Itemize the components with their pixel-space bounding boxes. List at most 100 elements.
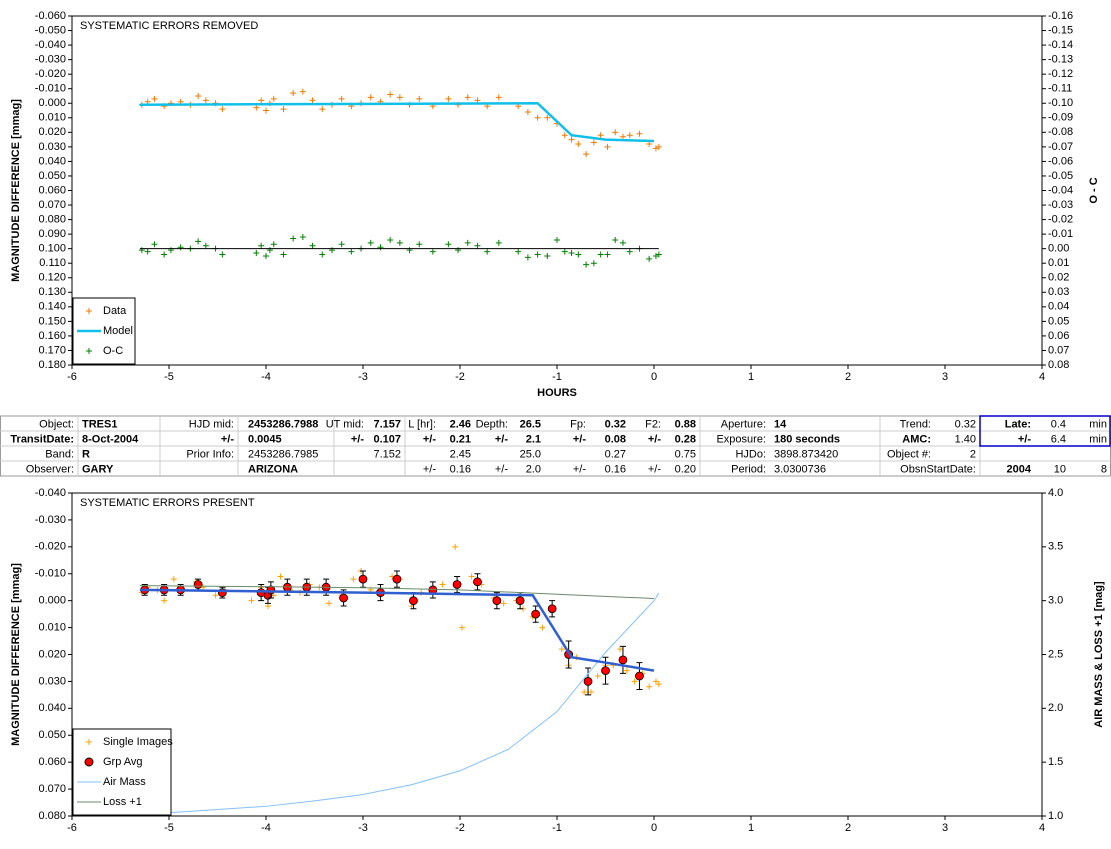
data-point <box>458 624 465 631</box>
table-cell: 0.88 <box>675 418 696 430</box>
data-point <box>387 236 394 243</box>
data-point <box>619 239 626 246</box>
y2-tick-label: 1.0 <box>1048 810 1063 822</box>
table-cell: 0.27 <box>605 448 626 460</box>
y-tick-label: 0.000 <box>38 97 66 109</box>
data-point <box>219 106 226 113</box>
y2-tick-label: 2.0 <box>1048 702 1063 714</box>
table-cell: +/- <box>423 463 436 475</box>
y-tick-label: 0.070 <box>38 199 66 211</box>
legend-label: Loss +1 <box>103 796 142 808</box>
data-point <box>594 673 601 680</box>
legend-label: Model <box>103 325 133 337</box>
table-cell: 0.21 <box>450 433 471 445</box>
data-point <box>635 671 644 681</box>
y-tick-label: -0.010 <box>35 83 66 95</box>
table-cell: Trend: <box>900 418 931 430</box>
data-point <box>652 678 659 685</box>
data-point <box>452 580 462 589</box>
data-point <box>195 92 202 99</box>
data-point <box>619 133 626 140</box>
y2-tick-label: -0.05 <box>1048 170 1073 182</box>
data-point <box>455 247 462 254</box>
data-point <box>484 248 491 255</box>
data-point <box>473 577 482 587</box>
y2-tick-label: -0.03 <box>1048 199 1073 211</box>
y-tick-label: 0.070 <box>38 783 66 795</box>
x-tick-label: -5 <box>164 371 174 383</box>
y-tick-label: -0.020 <box>35 541 66 553</box>
y-tick-label: 0.010 <box>38 112 66 124</box>
data-point <box>309 242 316 249</box>
data-point <box>266 247 273 254</box>
y-tick-label: -0.050 <box>35 24 66 36</box>
data-point <box>655 681 662 688</box>
y2-tick-label: 0.06 <box>1048 330 1069 342</box>
data-point <box>161 251 168 258</box>
table-cell: 0.16 <box>605 463 626 475</box>
y-tick-label: -0.030 <box>35 514 66 526</box>
y2-tick-label: -0.07 <box>1048 141 1073 153</box>
y2-tick-label: -0.14 <box>1048 39 1073 51</box>
y2-tick-label: 2.5 <box>1048 648 1063 660</box>
data-point <box>547 604 557 614</box>
y2-tick-label: 4.0 <box>1048 487 1063 499</box>
data-point <box>531 609 541 619</box>
legend-marker <box>84 757 94 767</box>
table-cell: 2004 <box>1007 463 1032 475</box>
x-tick-label: -1 <box>552 822 562 834</box>
data-point <box>524 108 531 115</box>
table-cell: UT mid: <box>326 418 364 430</box>
legend-label: O-C <box>103 345 123 357</box>
data-point <box>396 94 403 101</box>
y-tick-label: 0.140 <box>38 301 66 313</box>
y2-tick-label: 0.00 <box>1048 243 1069 255</box>
data-point <box>309 97 316 104</box>
data-point <box>495 239 502 246</box>
x-tick-label: 4 <box>1039 822 1045 834</box>
series-line <box>139 585 655 600</box>
data-point <box>618 655 628 665</box>
x-tick-label: 0 <box>651 371 657 383</box>
y2-tick-label: 0.03 <box>1048 286 1069 298</box>
table-cell: min <box>1089 433 1107 445</box>
x-tick-label: -4 <box>261 822 271 834</box>
y2-tick-label: -0.16 <box>1048 10 1073 22</box>
data-point <box>277 573 284 580</box>
data-point <box>568 136 575 143</box>
table-cell: Prior Info: <box>186 448 234 460</box>
y2-tick-label: 3.5 <box>1048 541 1063 553</box>
table-cell: AMC: <box>902 433 931 445</box>
table-cell: +/- <box>495 433 508 445</box>
data-point <box>212 592 219 599</box>
table-cell: 2.45 <box>450 448 471 460</box>
data-point <box>167 247 174 254</box>
x-tick-label: -6 <box>67 371 77 383</box>
data-point <box>554 236 560 243</box>
y2-tick-label: -0.02 <box>1048 213 1073 225</box>
y2-tick-label: -0.01 <box>1048 228 1073 240</box>
table-cell: Band: <box>45 448 74 460</box>
y-tick-label: 0.120 <box>38 272 66 284</box>
table-cell: 2.1 <box>526 433 541 445</box>
y2-tick-label: 0.07 <box>1048 344 1069 356</box>
data-point <box>151 95 158 102</box>
data-point <box>495 94 502 101</box>
data-point <box>338 241 345 248</box>
data-point <box>161 597 168 604</box>
table-cell: HJD mid: <box>189 418 234 430</box>
table-cell: ObsnStartDate: <box>900 463 976 475</box>
data-point <box>492 596 502 606</box>
y2-tick-label: 0.08 <box>1048 359 1069 371</box>
y-axis-label: MAGNITUDE DIFFERENCE [mmag] <box>10 563 22 746</box>
legend-label: Data <box>103 305 127 317</box>
data-point <box>474 242 481 249</box>
y-tick-label: 0.000 <box>38 595 66 607</box>
data-point <box>264 603 271 610</box>
data-point <box>646 255 653 262</box>
data-point <box>445 241 452 248</box>
table-cell: +/- <box>648 433 661 445</box>
data-point <box>464 239 471 246</box>
data-point <box>219 251 226 258</box>
y2-tick-label: 3.0 <box>1048 595 1063 607</box>
